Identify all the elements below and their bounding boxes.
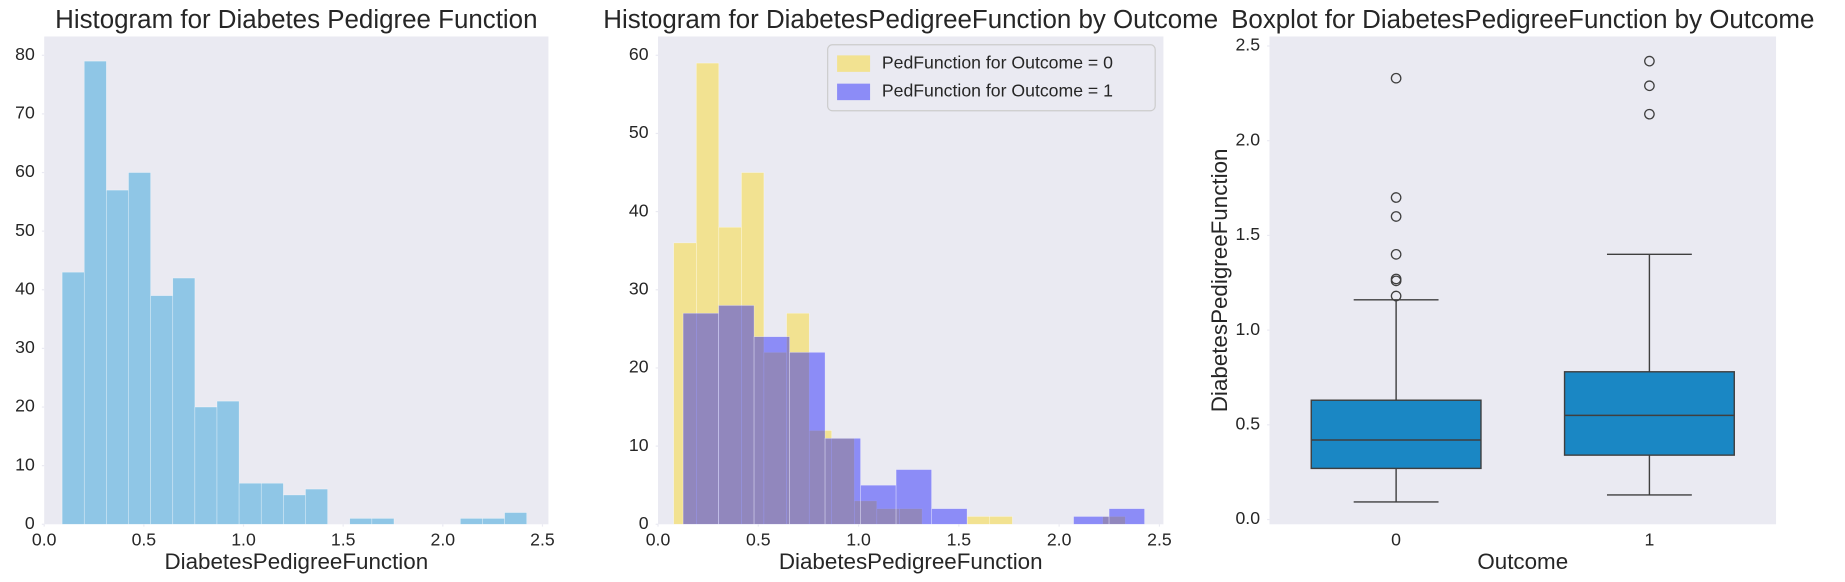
x-axis-label: DiabetesPedigreeFunction [164,549,428,574]
histogram-bar [371,518,395,525]
x-tick-label: 1.5 [331,529,356,549]
x-tick-label: 1.0 [846,529,871,549]
y-tick-label: 40 [629,200,649,220]
y-tick-label: 80 [15,44,35,64]
histogram-bar [283,494,306,525]
x-tick-label: 0.0 [32,529,57,549]
flier [1390,192,1402,203]
histogram-bar [989,516,1013,525]
x-tick-label: 1.0 [231,529,256,549]
box [1563,371,1735,456]
x-tick-label: 2.0 [1047,529,1072,549]
y-tick-label: 10 [15,454,35,474]
flier [1390,248,1402,260]
y-tick-label: 20 [15,396,35,416]
y-tick-label: 2.0 [1235,129,1260,149]
histogram-bar [460,518,483,525]
y-tick-label: 30 [15,337,35,357]
x-tick-label: 0.5 [132,529,157,549]
legend-swatch [837,83,871,101]
flier [1644,55,1655,67]
flier [1390,290,1402,302]
histogram-bar [966,516,991,525]
y-tick-label: 0.0 [1235,508,1260,528]
y-tick-label: 2.5 [1235,35,1260,55]
histogram-bar [789,352,826,525]
histogram-bar [1108,508,1145,525]
x-axis-label: DiabetesPedigreeFunction [779,549,1043,574]
histogram-bar [238,482,262,525]
histogram-bar [753,336,790,525]
histogram-bar [83,60,107,525]
y-tick-label: 60 [629,44,649,64]
chart-title: Histogram for DiabetesPedigreeFunction b… [603,6,1218,34]
y-axis-label: DiabetesPedigreeFunction [1207,149,1232,413]
y-tick-label: 30 [629,278,649,298]
histogram-bar [216,400,240,525]
histogram-bar [150,295,174,525]
flier [1390,72,1402,84]
y-tick-label: 1.5 [1235,224,1260,244]
x-tick-label: 0 [1391,529,1401,549]
histogram-bar [305,488,328,525]
histogram-bar [824,437,861,525]
histogram-bar [718,305,755,525]
x-tick-label: 1.5 [947,529,972,549]
y-tick-label: 0.5 [1235,413,1260,433]
y-tick-label: 20 [629,357,649,377]
histogram-bar [106,189,129,525]
y-tick-label: 1.0 [1235,319,1260,339]
y-tick-label: 0 [639,513,649,533]
histogram-bar [194,406,218,525]
histogram-bar [895,469,932,525]
legend-label: PedFunction for Outcome = 1 [882,81,1113,101]
y-tick-label: 10 [629,435,649,455]
chart-title: Boxplot for DiabetesPedigreeFunction by … [1231,6,1814,34]
x-tick-label: 1 [1644,529,1654,549]
x-tick-label: 0.5 [746,529,771,549]
histogram-bar [682,312,719,525]
y-tick-label: 70 [15,103,35,123]
histogram-bar [260,482,284,525]
y-tick-label: 50 [629,122,649,142]
histogram-bar [860,484,897,525]
box [1310,399,1482,470]
y-tick-label: 0 [25,513,35,533]
legend-box [827,44,1156,112]
x-tick-label: 0.0 [646,529,671,549]
flier [1644,108,1655,120]
flier [1644,80,1655,92]
histogram-bar [504,512,528,525]
histogram-bar [172,277,196,525]
histogram-bar [128,172,151,525]
x-tick-label: 2.5 [530,529,555,549]
histogram-bar [931,508,968,525]
x-tick-label: 2.0 [431,529,456,549]
chart-title: Histogram for Diabetes Pedigree Function [55,6,537,34]
histogram-bar [61,271,85,525]
y-tick-label: 60 [15,161,35,181]
x-tick-label: 2.5 [1147,529,1172,549]
histogram-bar [1073,516,1110,525]
y-tick-label: 40 [15,278,35,298]
histogram-bar [349,518,373,525]
flier [1390,211,1402,222]
y-tick-label: 50 [15,220,35,240]
plot-background [658,36,1164,525]
flier [1390,273,1402,285]
x-axis-label: Outcome [1477,549,1568,574]
histogram-bar [482,518,505,525]
legend-label: PedFunction for Outcome = 0 [882,52,1113,72]
legend-swatch [837,55,871,72]
